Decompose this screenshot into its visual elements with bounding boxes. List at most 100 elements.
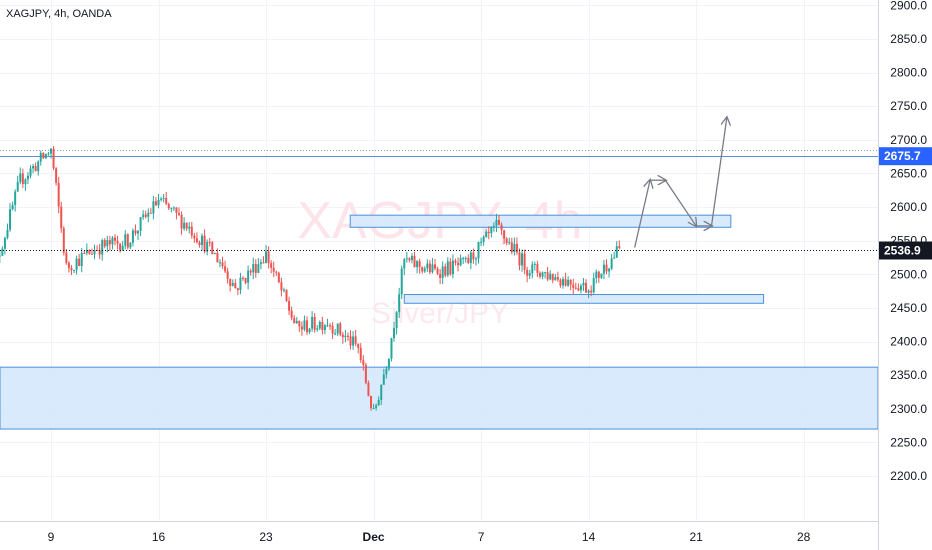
candle-body [564,279,567,286]
candle-body [469,252,472,263]
plot-area[interactable] [0,0,878,521]
candle-body [428,263,431,273]
time-axis[interactable] [0,522,878,550]
candle-body [275,271,278,273]
candle-body [300,326,303,330]
candle-body [193,235,196,239]
candle-body [528,273,531,276]
candle-body [538,272,541,277]
candle-body [280,282,283,291]
price-zone[interactable] [403,294,765,304]
candle-body [510,242,513,252]
candle-body [50,148,52,154]
candle-body [464,257,467,259]
price-axis-ticks: 2900.0 2850.0 2800.0 2750.0 2700.0 2650.0 2600… [890,0,927,483]
candle-body [24,179,27,185]
projection-arrows [634,118,727,248]
price-tick-label: 2500.0 [890,267,927,281]
candle-body [451,260,454,275]
candle-body [16,181,19,192]
candle-body [546,272,549,280]
candle-body [498,219,500,225]
candle-body [37,161,40,172]
candle-body [21,173,24,185]
last-price-label: 2536.9 [879,241,932,260]
candle-body [183,222,186,229]
candle-body [277,272,280,283]
candle-body [1,248,4,256]
candle-body [585,282,588,293]
candle-body [270,263,273,268]
candle-body [490,226,493,234]
candle-body [608,268,611,272]
candle-body [323,325,326,331]
candle-body [372,408,375,410]
candle-body [190,226,193,236]
price-tick-label: 2850.0 [890,32,927,46]
candle-body [613,257,616,259]
price-axis[interactable] [879,0,932,521]
candle-body [336,323,339,334]
candle-body [602,264,605,274]
svg-text:2536.9: 2536.9 [884,244,921,258]
candle-body [203,235,206,252]
candle-body [306,320,308,333]
candle-body [221,262,224,267]
candle-body [247,270,250,283]
candle-body [590,290,593,293]
candle-body [3,237,6,249]
price-tick-label: 2450.0 [890,301,927,315]
candle-body [218,262,221,264]
candle-body [480,241,483,243]
candle-body [65,252,68,263]
time-tick-label: 21 [689,530,703,544]
time-tick-label: Dec [363,530,385,544]
candle-body [198,242,201,246]
candle-body [142,214,145,218]
candle-body [129,242,132,248]
candle-body [459,258,462,266]
projection-arrow[interactable] [710,118,726,227]
candle-body [26,175,29,180]
price-zone[interactable] [0,366,879,430]
candle-body [73,269,76,271]
candle-body [226,271,229,279]
projection-arrow[interactable] [664,179,696,226]
candle-body [549,273,552,280]
candle-body [587,290,590,293]
candle-body [526,269,529,276]
candle-body [544,272,547,274]
candle-body [531,264,534,274]
candle-body [103,240,106,247]
time-tick-label: 14 [582,530,596,544]
candle-body [597,271,600,278]
candle-body [559,279,562,286]
candle-body [167,203,170,209]
candle-body [42,152,45,159]
candle-body [14,191,17,206]
candle-body [541,272,544,277]
candle-body [52,148,55,169]
price-zone[interactable] [349,214,732,228]
candle-body [334,333,337,335]
candle-body [47,153,50,155]
candle-body [254,264,257,273]
projection-arrow[interactable] [634,180,650,248]
grid [0,0,878,521]
candle-body [492,225,495,227]
candle-body [180,214,183,229]
price-tick-label: 2250.0 [890,435,927,449]
candle-body [359,347,362,361]
candle-body [572,284,575,288]
time-tick-label: 16 [152,530,166,544]
candle-body [298,320,301,327]
candle-body [262,262,265,264]
candle-body [380,384,383,401]
candle-body [249,270,252,273]
candle-body [93,249,96,255]
candle-body [449,261,452,275]
candle-body [267,251,270,264]
time-tick-label: 9 [48,530,55,544]
candle-body [288,300,291,311]
